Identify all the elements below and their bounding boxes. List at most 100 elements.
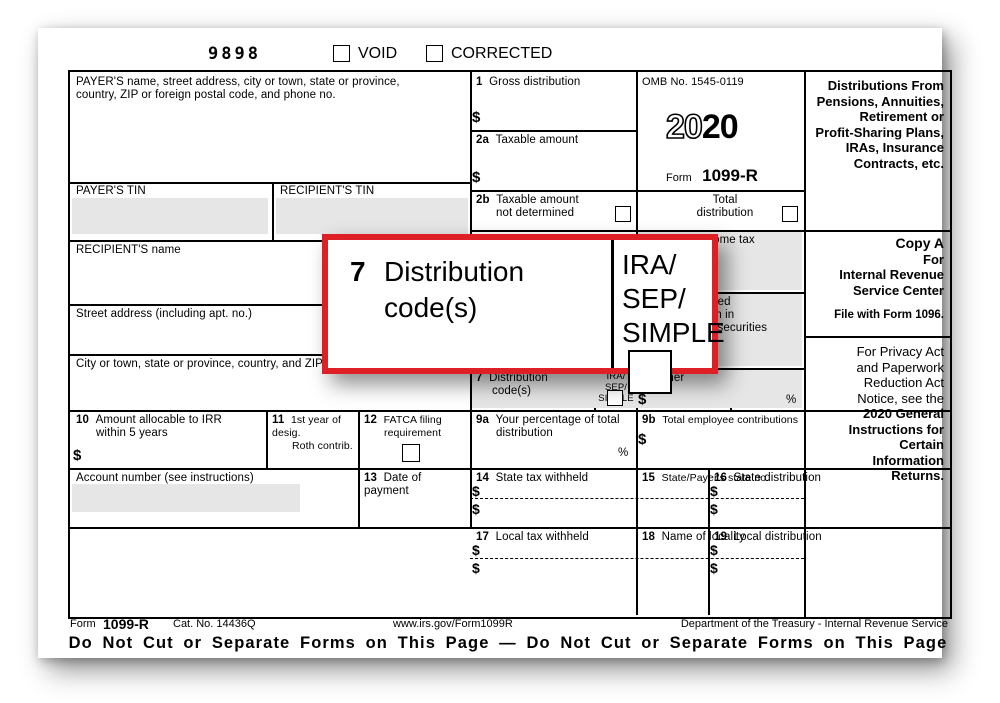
copy-a-label: Copy A	[895, 235, 944, 251]
divider-tin-split	[272, 182, 274, 240]
do-not-cut-notice: Do Not Cut or Separate Forms on This Pag…	[68, 634, 948, 652]
form-prefix-label: Form	[666, 172, 692, 184]
box-16-dollar-sign-2: $	[710, 501, 718, 517]
payer-name-label-line2: country, ZIP or foreign postal code, and…	[76, 89, 336, 101]
box-9b-dollar-sign: $	[638, 431, 647, 448]
box-2a-dollar-sign: $	[472, 169, 481, 186]
payer-name-label-line1: PAYER'S name, street address, city or to…	[76, 76, 400, 88]
callout-label-line1: Distribution	[384, 256, 525, 287]
box-2b-label-line2: not determined	[496, 207, 575, 219]
callout-ira-line2: SEP/	[622, 283, 686, 314]
box-2b-total-distribution[interactable]: Total distribution	[670, 194, 780, 220]
box-2a[interactable]: 2a Taxable amount	[476, 134, 628, 147]
box-14-dollar-sign-1: $	[472, 483, 480, 499]
box-12-number: 12	[364, 414, 377, 426]
copy-destination-line2: Service Center	[852, 282, 944, 298]
title-line-3: Retirement or	[859, 109, 944, 124]
box-19-dollar-sign-2: $	[710, 560, 718, 576]
privacy-line-3: Reduction Act	[863, 375, 944, 390]
corrected-label: CORRECTED	[451, 45, 553, 62]
divider-14-15	[636, 468, 638, 615]
box-16-label: State distribution	[733, 472, 822, 484]
box-7-label-line1: Distribution	[489, 372, 548, 384]
ira-label: IRA/	[606, 371, 626, 382]
box-14[interactable]: 14 State tax withheld	[476, 472, 626, 485]
box-12-fatca-checkbox[interactable]	[402, 444, 420, 462]
privacy-notice-block: For Privacy Act and Paperwork Reduction …	[808, 344, 944, 484]
box-16-number: 16	[714, 472, 727, 484]
divider-payer-tin	[70, 182, 470, 184]
recipient-tin-box[interactable]: RECIPIENT'S TIN	[280, 185, 466, 198]
divider-right-copya	[804, 230, 950, 232]
box-14-number: 14	[476, 472, 489, 484]
box-2b-label-line1: Taxable amount	[496, 194, 579, 206]
box-9b[interactable]: 9b Total employee contributions	[642, 414, 802, 427]
divider-city	[70, 354, 470, 356]
box-17[interactable]: 17 Local tax withheld	[476, 531, 626, 544]
box-9a[interactable]: 9a Your percentage of total distribution	[476, 414, 632, 440]
divider-box2a-box2b	[470, 190, 804, 192]
box-10-number: 10	[76, 414, 89, 426]
form-main-frame: PAYER'S name, street address, city or to…	[68, 70, 952, 619]
box-15[interactable]: 15 State/Payer's state no.	[642, 472, 782, 485]
box-2b-not-determined-checkbox[interactable]	[615, 206, 631, 222]
box-11[interactable]: 11 1st year of desig. Roth contrib.	[272, 414, 356, 453]
box-1[interactable]: 1 Gross distribution	[476, 76, 628, 89]
copy-for-label: For	[923, 251, 944, 267]
file-with-1096: File with Form 1096.	[834, 309, 944, 321]
copy-a-block: Copy A For Internal Revenue Service Cent…	[808, 235, 944, 324]
footer-url[interactable]: www.irs.gov/Form1099R	[393, 618, 513, 630]
magnified-callout-box-7: 7 Distribution code(s) IRA/ SEP/ SIMPLE	[322, 234, 725, 394]
box-18-number: 18	[642, 531, 655, 543]
box-1-label: Gross distribution	[489, 76, 581, 88]
box-9a-percent-sign: %	[618, 447, 629, 459]
callout-divider	[611, 240, 614, 368]
payer-tin-box[interactable]: PAYER'S TIN	[76, 185, 266, 198]
box-9a-number: 9a	[476, 414, 489, 426]
box-10[interactable]: 10 Amount allocable to IRR within 5 year…	[76, 414, 262, 440]
box-10-label-line1: Amount allocable to IRR	[95, 414, 222, 426]
divider-11-12	[358, 410, 360, 468]
account-number-box[interactable]: Account number (see instructions)	[76, 472, 346, 485]
box-13-number: 13	[364, 472, 377, 484]
footer-form-name: 1099-R	[103, 616, 149, 632]
irs-form-1099r: 9898 VOID CORRECTED PAYER'S name, street…	[68, 40, 952, 652]
box-10-label-line2: within 5 years	[96, 427, 168, 439]
box-16-dollar-sign-1: $	[710, 483, 718, 499]
box-19-number: 19	[714, 531, 727, 543]
payer-tin-shading	[72, 198, 268, 234]
recipient-name-box[interactable]: RECIPIENT'S name	[76, 244, 466, 257]
ira-sep-simple-checkbox[interactable]	[607, 390, 623, 406]
tax-year: 2020	[665, 107, 738, 147]
box-7[interactable]: 7 Distribution code(s)	[476, 372, 588, 398]
privacy-bold-line-4: Information	[872, 452, 945, 468]
form-ocr-number: 9898	[208, 44, 261, 64]
title-line-5: IRAs, Insurance	[845, 140, 944, 155]
box-12[interactable]: 12 FATCA filing requirement	[364, 414, 466, 440]
omb-cell: OMB No. 1545-0119	[642, 76, 800, 89]
title-line-2: Pensions, Annuities,	[816, 93, 944, 109]
box-17-label: Local tax withheld	[495, 531, 589, 543]
divider-12-14	[470, 410, 472, 468]
box-10-dollar-sign: $	[73, 447, 82, 464]
box-18[interactable]: 18 Name of locality	[642, 531, 782, 544]
box-2b-total-distribution-checkbox[interactable]	[782, 206, 798, 222]
copy-destination-line1: Internal Revenue	[839, 267, 944, 282]
void-checkbox[interactable]	[333, 45, 350, 62]
divider-vertical-right-col	[804, 72, 807, 617]
box-2b[interactable]: 2b Taxable amount not determined	[476, 194, 606, 220]
callout-ira-sep-simple-checkbox[interactable]	[628, 350, 672, 394]
box-11-label-line1: 1st year of desig.	[272, 414, 342, 439]
privacy-line-2: and Paperwork	[856, 359, 944, 375]
box-13[interactable]: 13 Date of payment	[364, 472, 464, 498]
box-16[interactable]: 16 State distribution	[714, 472, 854, 485]
box-19[interactable]: 19 Local distribution	[714, 531, 854, 544]
divider-right-privacy	[804, 336, 950, 338]
box-9b-number: 9b	[642, 414, 656, 426]
payer-name-box[interactable]: PAYER'S name, street address, city or to…	[76, 76, 466, 102]
street-address-box[interactable]: Street address (including apt. no.)	[76, 308, 466, 321]
box-9b-label: Total employee contributions	[662, 414, 799, 426]
corrected-checkbox[interactable]	[426, 45, 443, 62]
box-14-16-dashed-divider	[470, 498, 804, 499]
box-14-dollar-sign-2: $	[472, 501, 480, 517]
